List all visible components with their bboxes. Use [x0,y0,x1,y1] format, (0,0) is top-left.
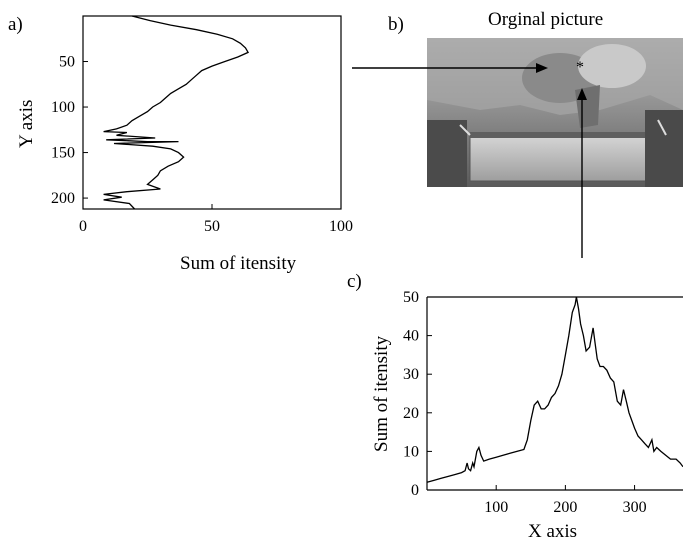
panel-label-b: b) [388,14,404,35]
chart-a-xtick-label-2: 100 [329,218,353,235]
chart-a-xtick-label-0: 0 [79,218,87,235]
chart-a-ylabel: Y axis [16,100,37,148]
chart-a-ytick-label-2: 150 [51,145,75,162]
chart-a-xlabel: Sum of itensity [180,253,297,274]
chart-c-xlabel: X axis [528,521,577,542]
chart-c-xtick-label-1: 200 [553,499,577,516]
chart-a-frame [82,15,342,210]
panel-label-c: c) [347,271,362,292]
photo-edge-left [459,124,471,136]
chart-c-xtick-label-2: 300 [623,499,647,516]
chart-a-series-line [103,15,250,210]
chart-c-xtick-label-0: 100 [484,499,508,516]
chart-c-ytick-label-5: 50 [403,289,419,306]
chart-c-ytick-label-0: 0 [411,482,419,499]
photo-frame-right [645,110,683,187]
arrow-a-to-b [352,63,548,73]
photo-frame-left [427,120,467,187]
original-picture: Orginal picture * [427,9,683,187]
chart-c-ytick-label-4: 40 [403,328,419,345]
photo-vessel-rim [470,132,660,138]
photo-title: Orginal picture [488,9,603,30]
photo-edge-right [657,119,667,136]
panel-label-a: a) [8,14,23,35]
chart-a-ytick-label-0: 50 [59,54,75,71]
chart-c-ytick-label-3: 30 [403,366,419,383]
chart-c-ylabel: Sum of itensity [371,335,392,452]
chart-c-ytick-label-1: 10 [403,443,419,460]
arrow-c-to-b [577,88,587,258]
chart-a-xtick-label-1: 50 [204,218,220,235]
photo-marker-star: * [576,59,584,76]
photo-vessel [469,134,661,182]
chart-a-ytick-label-3: 200 [51,190,75,207]
chart-c-ytick-label-2: 20 [403,405,419,422]
photo-object-right [578,44,646,88]
chart-a-ytick-label-1: 100 [51,99,75,116]
chart-a: Sum of itensity Y axis 0 50 100 50 100 150 200 [16,15,353,274]
chart-c-series-line [426,296,683,483]
chart-c: X axis Sum of itensity 100 200 300 0 10 20 30 4… [371,289,683,542]
